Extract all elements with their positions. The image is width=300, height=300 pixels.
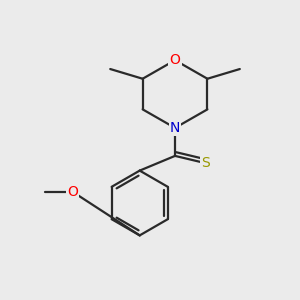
- Text: N: N: [170, 121, 180, 135]
- Text: S: S: [202, 156, 210, 170]
- Text: O: O: [169, 53, 181, 67]
- Text: O: O: [68, 185, 78, 199]
